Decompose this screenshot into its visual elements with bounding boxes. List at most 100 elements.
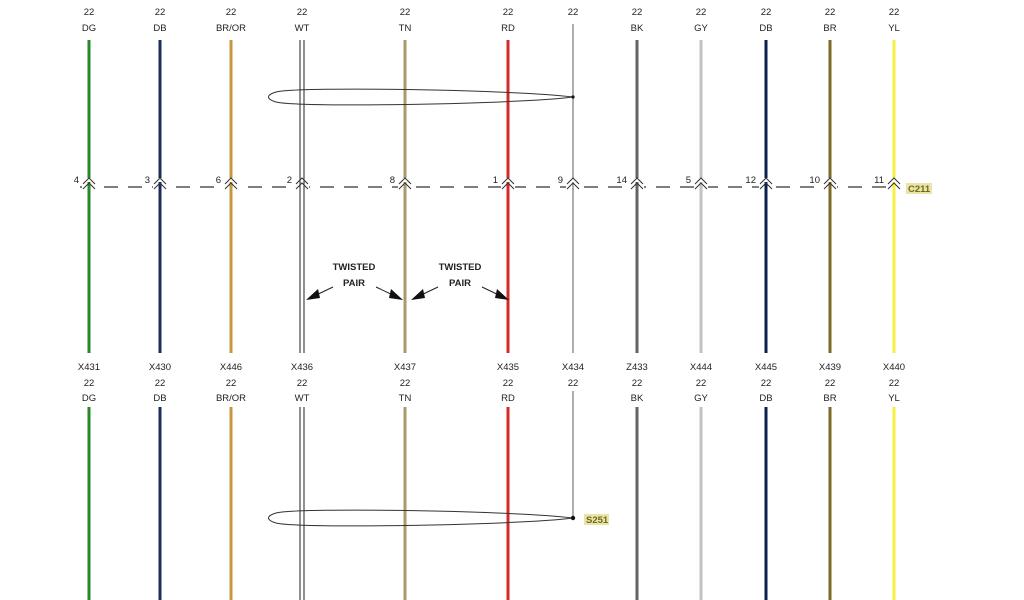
connector-pin-icon — [759, 182, 773, 190]
color-label-top: DB — [153, 23, 166, 34]
circuit-label-bottom: Z433 — [626, 362, 648, 373]
color-label-top: TN — [399, 23, 412, 34]
connector-pin-icon — [501, 177, 515, 185]
pin-number: 1 — [493, 175, 498, 186]
connector-label-bg — [906, 183, 932, 194]
circuit-label-bottom: X436 — [291, 362, 313, 373]
twisted-pair-label-line1: TWISTED — [333, 262, 376, 273]
color-label-bottom: DB — [153, 393, 166, 404]
connector-pin-icon — [501, 182, 515, 190]
wires — [87, 24, 896, 600]
connector-pin-icon — [823, 182, 837, 190]
arrow-icon — [389, 289, 403, 300]
color-label-top: BR/OR — [216, 23, 246, 34]
pin-number: 11 — [874, 175, 884, 186]
shield-bottom — [268, 509, 574, 527]
circuit-label-top: X437 — [394, 0, 416, 1]
gauge-label-top: 22 — [84, 7, 95, 18]
gauge-label-bottom: 22 — [696, 378, 707, 389]
connector-pin-icon — [759, 177, 773, 185]
circuit-label-bottom: X430 — [149, 362, 171, 373]
gauge-label-bottom: 22 — [155, 378, 166, 389]
color-label-bottom: DG — [82, 393, 96, 404]
shield-top — [268, 88, 574, 106]
gauge-label-top: 22 — [155, 7, 166, 18]
color-label-top: BR — [823, 23, 836, 34]
wire-labels: X431 22 DG X431 22 DG X430 22 DB X430 22 DB X446 22 BR… — [78, 0, 905, 404]
color-label-top: GY — [694, 23, 708, 34]
gauge-label-bottom: 22 — [297, 378, 308, 389]
connector-pin-icon — [153, 182, 167, 190]
connector-pin-icon — [694, 177, 708, 185]
circuit-label-top: X439 — [819, 0, 841, 1]
connector-pin-icon — [566, 177, 580, 185]
twisted-pair-label-line2: PAIR — [449, 278, 471, 289]
circuit-label-bottom: X444 — [690, 362, 712, 373]
connector-pin-icon — [224, 182, 238, 190]
pin-number: 12 — [745, 175, 756, 186]
connector-pin-icon — [887, 177, 901, 185]
gauge-label-bottom: 22 — [226, 378, 237, 389]
color-label-bottom: BK — [631, 393, 644, 404]
pin-number: 4 — [74, 175, 79, 186]
pin-number: 6 — [216, 175, 221, 186]
twisted-pair-label-line1: TWISTED — [439, 262, 482, 273]
circuit-label-top: Z433 — [626, 0, 648, 1]
connector-label: C211 — [908, 184, 931, 195]
twisted-pair-label-line2: PAIR — [343, 278, 365, 289]
gauge-label-top: 22 — [632, 7, 643, 18]
color-label-bottom: RD — [501, 393, 515, 404]
pin-number: 2 — [287, 175, 292, 186]
connector-pin-icon — [82, 177, 96, 185]
splice-dot-top — [571, 95, 575, 99]
color-label-bottom: TN — [399, 393, 412, 404]
circuit-label-bottom: X445 — [755, 362, 777, 373]
connector-pin-icon — [887, 182, 901, 190]
connector-pin-icon — [224, 177, 238, 185]
gauge-label-top: 22 — [761, 7, 772, 18]
splice-dot — [570, 515, 576, 521]
circuit-label-bottom: X446 — [220, 362, 242, 373]
circuit-label-top: X430 — [149, 0, 171, 1]
color-label-bottom: WT — [295, 393, 310, 404]
pin-number: 8 — [390, 175, 395, 186]
gauge-label-bottom: 22 — [84, 378, 95, 389]
connector-pin-icon — [398, 177, 412, 185]
splice-label: S251 — [586, 515, 609, 526]
gauge-label-bottom: 22 — [400, 378, 411, 389]
circuit-label-top: X434 — [562, 0, 584, 1]
connector-pin-icon — [82, 182, 96, 190]
gauge-label-top: 22 — [226, 7, 237, 18]
circuit-label-top: X435 — [497, 0, 519, 1]
pin-number: 3 — [145, 175, 150, 186]
color-label-top: RD — [501, 23, 515, 34]
connector-pin-icon — [153, 177, 167, 185]
gauge-label-bottom: 22 — [632, 378, 643, 389]
circuit-label-top: X431 — [78, 0, 100, 1]
connector-pin-icon — [295, 182, 309, 190]
circuit-label-top: X445 — [755, 0, 777, 1]
gauge-label-top: 22 — [503, 7, 514, 18]
arrow-icon — [495, 289, 509, 300]
gauge-label-top: 22 — [568, 7, 579, 18]
gauge-label-top: 22 — [889, 7, 900, 18]
color-label-bottom: YL — [888, 393, 900, 404]
circuit-label-top: X440 — [883, 0, 905, 1]
circuit-label-top: X444 — [690, 0, 712, 1]
circuit-label-bottom: X434 — [562, 362, 584, 373]
circuit-label-bottom: X431 — [78, 362, 100, 373]
gauge-label-bottom: 22 — [889, 378, 900, 389]
color-label-bottom: GY — [694, 393, 708, 404]
gauge-label-top: 22 — [400, 7, 411, 18]
circuit-label-top: X446 — [220, 0, 242, 1]
color-label-top: BK — [631, 23, 644, 34]
twisted-pair-callout-1: TWISTED PAIR — [306, 262, 403, 300]
pin-number: 10 — [809, 175, 820, 186]
arrow-icon — [306, 289, 320, 300]
pin-number: 5 — [686, 175, 691, 186]
arrow-icon — [411, 289, 425, 300]
gauge-label-top: 22 — [696, 7, 707, 18]
color-label-top: DG — [82, 23, 96, 34]
twisted-pair-callout-2: TWISTED PAIR — [411, 262, 509, 300]
